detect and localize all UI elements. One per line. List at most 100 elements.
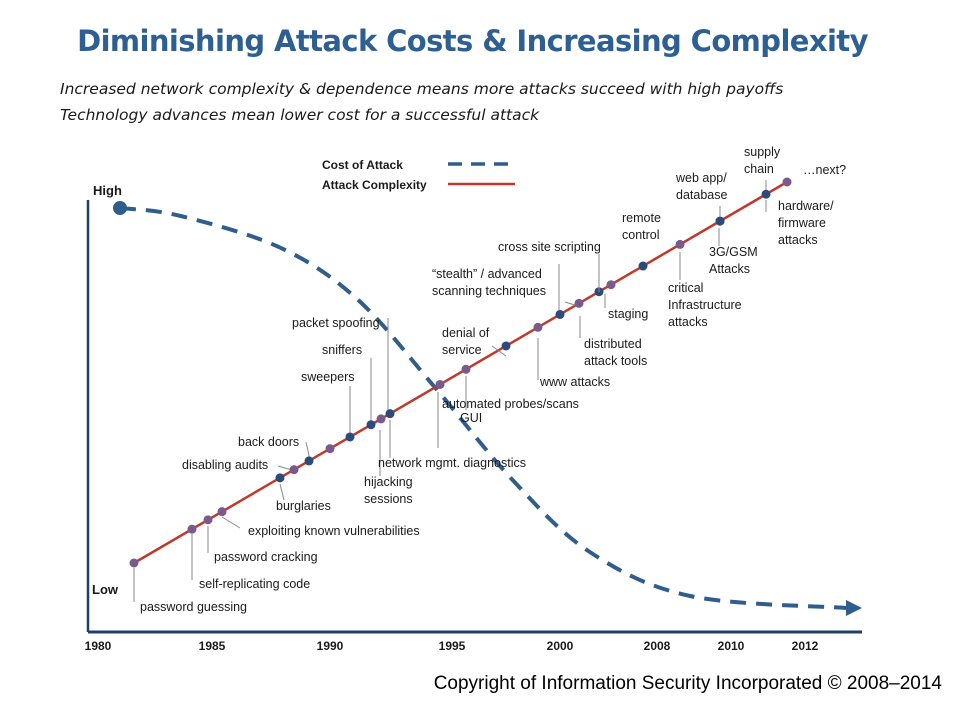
cost-of-attack-line [119,206,849,610]
annotation-dot [555,309,565,319]
annotation: hardware/firmware attacks [765,199,834,247]
annotation-label: database [676,188,727,202]
annotation-label: web app/ [675,171,727,185]
annotation-label: attacks [668,315,708,329]
annotation: packet spoofing [292,316,389,424]
annotation-label: attacks [778,233,818,247]
copyright-notice: Copyright of Information Security Incorp… [433,673,942,694]
annotation-label: disabling audits [182,458,268,472]
x-tick-label: 2000 [547,639,574,653]
annotation-dot [345,432,355,442]
annotation-label: sweepers [301,370,355,384]
annotation-dot [325,444,335,454]
annotation-label: back doors [238,435,299,449]
annotation: …next? [782,163,846,187]
annotation-label: password cracking [214,550,318,564]
annotation-label: service [442,343,482,357]
x-tick-label: 2008 [644,639,671,653]
annotation: exploiting known vulnerabilities [217,507,420,538]
annotation-dot [187,524,197,534]
annotation-label: burglaries [276,499,331,513]
annotation-dot [501,341,511,351]
annotation-label: …next? [803,163,846,177]
cost-of-attack-arrowhead [846,600,862,616]
annotation-dot [304,456,314,466]
annotation-leader-line [491,345,507,357]
annotation-label: exploiting known vulnerabilities [248,524,420,538]
annotation-dot [289,465,299,475]
annotation-label: supply [744,145,781,159]
annotation-dot [533,322,543,332]
annotation: burglaries [275,473,331,513]
annotation-dot [574,298,584,308]
x-tick-label: 1980 [85,639,112,653]
annotation: password guessing [129,558,247,614]
annotation: critical Infrastructure attacks [668,239,742,329]
annotation-label: firmware [778,216,826,230]
annotation-leader-line [279,483,285,501]
x-tick-label: 2012 [792,639,819,653]
annotation: hijacking sessions [364,420,413,506]
annotation: GUI [460,364,482,425]
annotation-dot [638,261,648,271]
annotation-label: hijacking [364,475,413,489]
annotation-label: password guessing [140,600,247,614]
annotation: staging [604,280,648,321]
legend-label-complexity: Attack Complexity [322,178,427,192]
annotation-label: scanning techniques [432,284,546,298]
annotation: www attacks [533,322,610,389]
annotation-label: network mgmt. diagnostics [378,456,526,470]
chart-legend: Cost of Attack Attack Complexity [322,158,515,192]
annotation-label: self-replicating code [199,577,310,591]
chart-axes: High Low 1980 1985 1990 1995 2000 2008 2010 2012 [85,183,862,653]
annotation-label: control [622,228,660,242]
y-tick-label-low: Low [92,582,119,597]
cost-of-attack-start-dot [113,201,127,215]
annotation-dot [366,420,376,430]
annotation: network mgmt. diagnostics [378,409,526,470]
annotation-dot [435,379,445,389]
annotation: back doors [238,435,314,466]
annotation-label: GUI [460,411,482,425]
annotation-label: cross site scripting [498,240,601,254]
subtitle-line-1: Increased network complexity & dependenc… [60,80,784,98]
annotation-label: denial of [442,326,490,340]
annotation-label: 3G/GSM [709,245,758,259]
annotation-label: sessions [364,492,413,506]
attack-complexity-line [133,180,788,565]
x-tick-label: 2010 [718,639,745,653]
annotation: supply chain [744,145,781,199]
annotation: automated probes/scans [435,379,579,448]
annotation: password cracking [203,515,318,564]
annotation-label: automated probes/scans [442,397,579,411]
annotation-dot [275,473,285,483]
x-tick-label: 1995 [439,639,466,653]
annotation-dot [715,216,725,226]
annotation-label: distributed [584,337,642,351]
annotation-label: hardware/ [778,199,834,213]
annotation-dot [461,364,471,374]
annotation-dot [203,515,213,525]
subtitle-line-2: Technology advances mean lower cost for … [60,106,540,124]
annotation: sniffers [322,343,372,442]
x-tick-label: 1990 [317,639,344,653]
annotation-dot [761,189,771,199]
annotation: web app/database [675,171,727,226]
annotation-dot [675,239,685,249]
annotation: 3G/GSM Attacks [709,216,758,276]
annotation-dot [606,280,616,290]
page-title: Diminishing Attack Costs & Increasing Co… [77,24,868,58]
x-tick-label: 1985 [199,639,226,653]
annotation: denial of service [442,326,511,357]
annotation-label: “stealth” / advanced [432,267,542,281]
annotation: cross site scripting [498,240,601,319]
annotation-dot [385,409,395,419]
annotation-label: chain [744,162,774,176]
annotation-dot [129,558,139,568]
annotation: remote control [598,211,661,292]
annotation-label: Attacks [709,262,750,276]
annotation-dot [376,414,386,424]
annotation: self-replicating code [187,524,310,591]
annotation-label: Infrastructure [668,298,742,312]
